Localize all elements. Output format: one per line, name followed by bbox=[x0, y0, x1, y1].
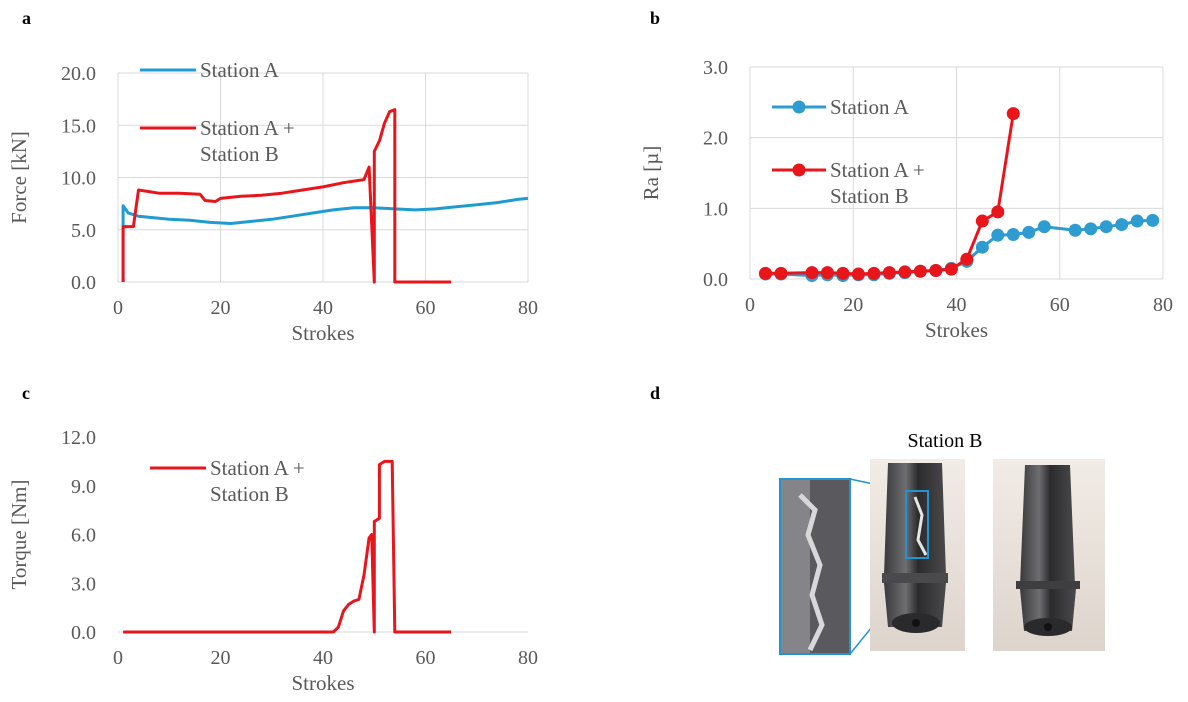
x-tick-label: 40 bbox=[947, 294, 967, 316]
data-point bbox=[929, 264, 943, 278]
y-tick-label: 3.0 bbox=[71, 573, 96, 595]
y-tick-label: 20.0 bbox=[61, 63, 96, 85]
data-point bbox=[944, 262, 958, 276]
roughness-chart: 0.0 1.0 2.0 3.0 0 20 40 60 80 Strokes Ra [µ] Statio… bbox=[639, 57, 1173, 342]
y-tick-label: 1.0 bbox=[703, 198, 728, 220]
tool-photo-worn bbox=[870, 459, 965, 651]
legend-label: Station A + Station B bbox=[210, 456, 305, 506]
data-point bbox=[882, 266, 896, 280]
panel-label-c: c bbox=[22, 383, 30, 403]
torque-chart: 0.0 3.0 6.0 9.0 12.0 0 20 40 60 80 Strokes Torque [… bbox=[7, 427, 538, 695]
y-axis-title: Force [kN] bbox=[7, 131, 31, 224]
x-tick-label: 20 bbox=[211, 297, 231, 319]
x-axis-title: Strokes bbox=[925, 318, 988, 342]
y-tick-label: 6.0 bbox=[71, 525, 96, 547]
data-point bbox=[1099, 220, 1113, 234]
series-line bbox=[121, 196, 529, 282]
data-point bbox=[913, 264, 927, 278]
x-tick-label: 60 bbox=[416, 297, 436, 319]
y-tick-label: 9.0 bbox=[71, 476, 96, 498]
data-point bbox=[991, 205, 1005, 219]
panel-label-b: b bbox=[650, 8, 661, 28]
x-tick-label: 20 bbox=[211, 647, 231, 669]
data-point bbox=[960, 252, 974, 266]
data-point bbox=[867, 266, 881, 280]
station-b-photos bbox=[779, 459, 1105, 655]
tool-photo-reference bbox=[993, 459, 1105, 651]
data-point bbox=[991, 228, 1005, 242]
data-point bbox=[1130, 214, 1144, 228]
force-chart: 0.0 5.0 10.0 15.0 20.0 0 20 40 60 80 Strokes Force … bbox=[7, 58, 538, 345]
data-point bbox=[774, 266, 788, 280]
data-point bbox=[1084, 222, 1098, 236]
y-tick-label: 3.0 bbox=[703, 57, 728, 79]
y-axis-title: Torque [Nm] bbox=[7, 480, 31, 590]
data-point bbox=[851, 267, 865, 281]
x-tick-label: 60 bbox=[1050, 294, 1070, 316]
x-tick-label: 60 bbox=[416, 647, 436, 669]
photo-title: Station B bbox=[907, 430, 983, 452]
data-point bbox=[1037, 220, 1051, 234]
data-point bbox=[975, 240, 989, 254]
data-point bbox=[1068, 223, 1082, 237]
legend-label: Station A + Station B bbox=[200, 116, 295, 166]
y-tick-label: 5.0 bbox=[71, 220, 96, 242]
x-tick-label: 40 bbox=[313, 647, 333, 669]
series-line bbox=[123, 459, 452, 634]
x-tick-label: 80 bbox=[1153, 294, 1173, 316]
data-point bbox=[836, 266, 850, 280]
legend-marker bbox=[792, 100, 806, 114]
legend-label: Station A bbox=[200, 58, 280, 82]
y-tick-label: 15.0 bbox=[61, 115, 96, 137]
data-point bbox=[1115, 218, 1129, 232]
x-tick-label: 0 bbox=[113, 297, 123, 319]
legend-marker bbox=[792, 163, 806, 177]
x-tick-label: 80 bbox=[518, 297, 538, 319]
y-axis-title: Ra [µ] bbox=[639, 146, 663, 201]
y-tick-label: 2.0 bbox=[703, 128, 728, 150]
station-b-photo-panel: Station B bbox=[760, 425, 1180, 685]
legend-label: Station A + Station B bbox=[830, 158, 925, 208]
legend-label: Station A bbox=[830, 95, 910, 119]
data-point bbox=[820, 266, 834, 280]
x-tick-label: 0 bbox=[113, 647, 123, 669]
series-line bbox=[765, 113, 1015, 276]
y-tick-label: 0.0 bbox=[71, 272, 96, 294]
x-tick-label: 80 bbox=[518, 647, 538, 669]
data-point bbox=[1022, 225, 1036, 239]
zoom-inset-image bbox=[779, 478, 851, 655]
data-point bbox=[975, 214, 989, 228]
series-line bbox=[121, 108, 452, 284]
x-axis-title: Strokes bbox=[292, 321, 355, 345]
panel-label-a: a bbox=[22, 8, 31, 28]
data-point bbox=[898, 265, 912, 279]
data-point bbox=[1006, 107, 1020, 121]
x-axis-title: Strokes bbox=[292, 671, 355, 695]
x-tick-label: 40 bbox=[313, 297, 333, 319]
y-tick-label: 0.0 bbox=[71, 622, 96, 644]
data-point bbox=[1146, 213, 1160, 227]
y-tick-label: 10.0 bbox=[61, 168, 96, 190]
x-tick-label: 20 bbox=[843, 294, 863, 316]
data-point bbox=[805, 266, 819, 280]
y-tick-label: 0.0 bbox=[703, 269, 728, 291]
data-point bbox=[758, 266, 772, 280]
x-tick-label: 0 bbox=[745, 294, 755, 316]
data-point bbox=[1006, 227, 1020, 241]
panel-label-d: d bbox=[650, 383, 661, 403]
y-tick-label: 12.0 bbox=[61, 427, 96, 449]
